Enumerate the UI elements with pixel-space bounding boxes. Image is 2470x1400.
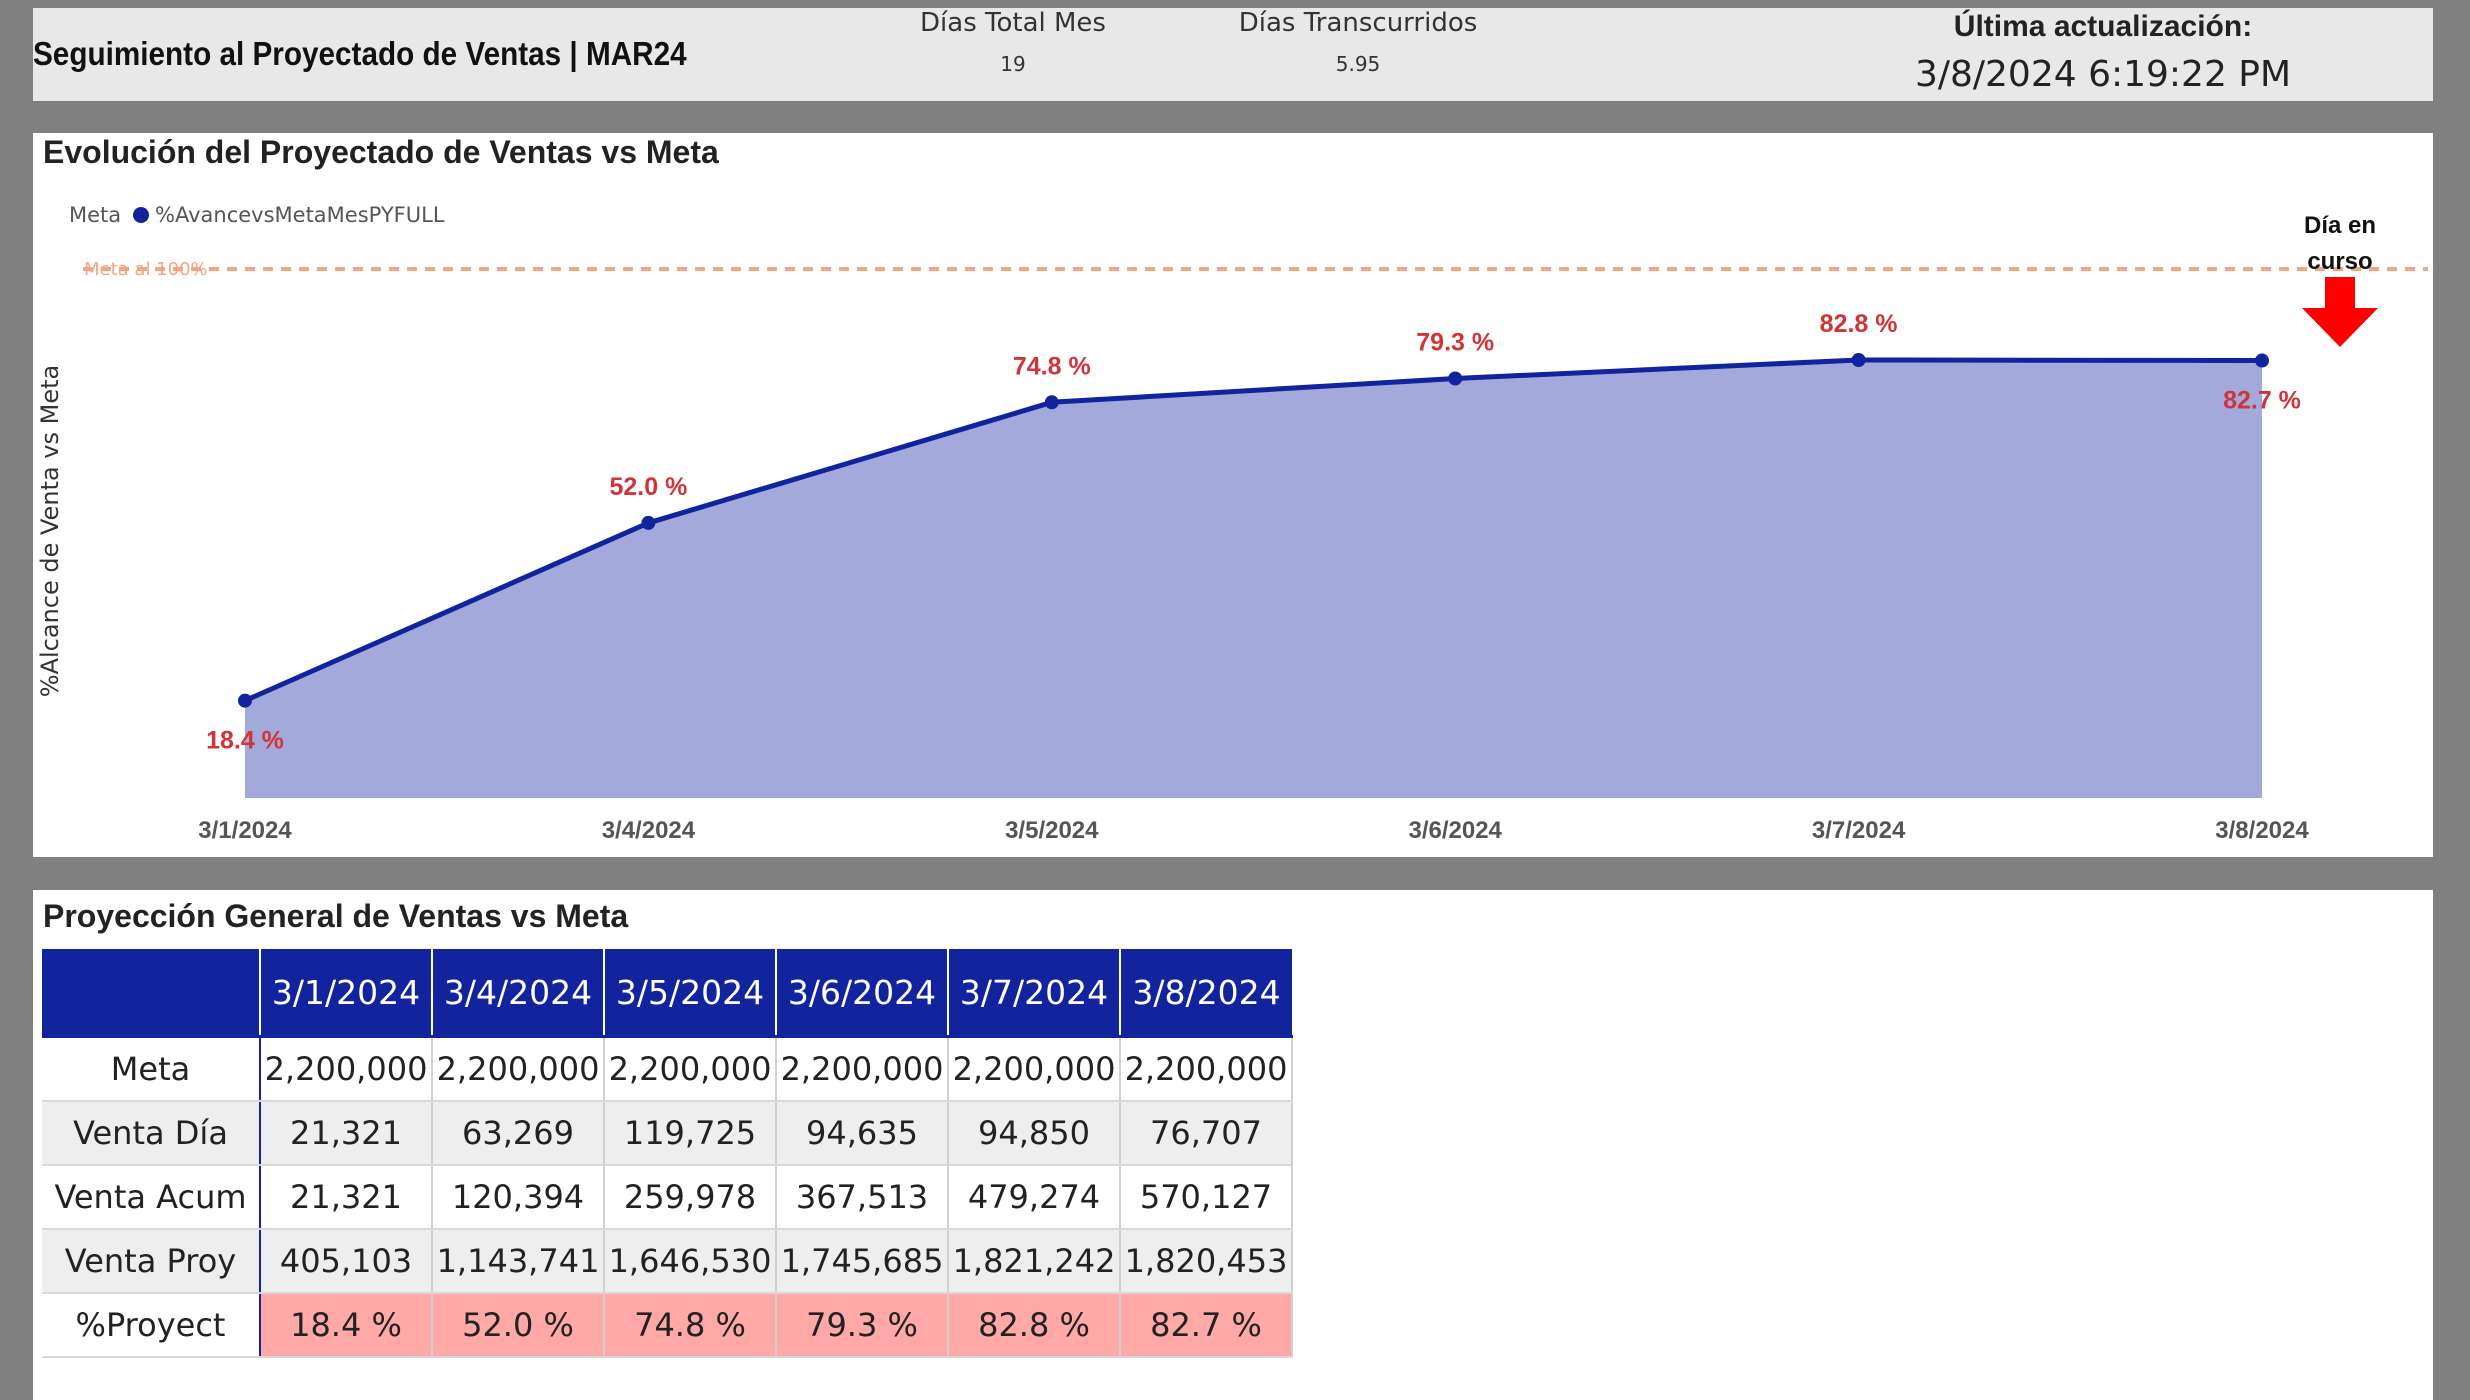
table-cell: 119,725 (604, 1101, 777, 1166)
series-line (243, 357, 2263, 703)
row-label: Venta Acum (42, 1165, 261, 1230)
data-point[interactable] (1851, 352, 1866, 367)
table-cell: 94,850 (948, 1101, 1121, 1166)
table-cell-percent: 79.3 % (776, 1293, 949, 1358)
last-update-label: Última actualización: (1953, 10, 2253, 43)
table-cell: 259,978 (604, 1165, 777, 1230)
column-header: 3/6/2024 (776, 949, 949, 1037)
legend-label-meta: Meta (69, 203, 121, 227)
table-cell-percent: 82.8 % (948, 1293, 1121, 1358)
kpi-dias-total-label: Días Total Mes (920, 8, 1106, 38)
area-chart: Evolución del Proyectado de Ventas vs Me… (36, 134, 2428, 844)
y-axis-label: %Alcance de Venta vs Meta (36, 365, 64, 697)
x-tick-label: 3/6/2024 (1408, 817, 1502, 844)
table-cell-percent: 74.8 % (604, 1293, 777, 1358)
table-cell: 1,745,685 (776, 1229, 949, 1294)
table-row: Venta Acum 21,321 120,394 259,978 367,51… (42, 1165, 1293, 1230)
data-point[interactable] (641, 515, 656, 530)
legend-marker-avance (133, 207, 149, 223)
projection-table: 3/1/2024 3/4/2024 3/5/2024 3/6/2024 3/7/… (42, 949, 1293, 1358)
row-label: Meta (42, 1035, 261, 1102)
data-point[interactable] (238, 693, 252, 708)
table-cell: 2,200,000 (432, 1035, 605, 1102)
series-area-fill (245, 359, 2262, 798)
chart-panel: Evolución del Proyectado de Ventas vs Me… (33, 133, 2433, 857)
table-cell: 1,820,453 (1120, 1229, 1293, 1294)
table-title: Proyección General de Ventas vs Meta (43, 898, 629, 934)
x-tick-label: 3/7/2024 (1812, 817, 1906, 844)
data-label: 52.0 % (609, 473, 687, 501)
table-cell-percent: 82.7 % (1120, 1293, 1293, 1358)
table-cell: 570,127 (1120, 1165, 1293, 1230)
down-arrow-icon (2302, 277, 2378, 347)
table-cell: 1,646,530 (604, 1229, 777, 1294)
data-label: 82.8 % (1820, 310, 1898, 338)
table-row: Meta 2,200,000 2,200,000 2,200,000 2,200… (42, 1035, 1293, 1102)
data-label: 79.3 % (1416, 329, 1494, 357)
current-day-annotation: Día en curso (2302, 212, 2378, 347)
table-cell: 479,274 (948, 1165, 1121, 1230)
table-cell: 76,707 (1120, 1101, 1293, 1166)
table-cell: 2,200,000 (604, 1035, 777, 1102)
table-row: %Proyect 18.4 % 52.0 % 74.8 % 79.3 % 82.… (42, 1293, 1293, 1358)
table-cell: 2,200,000 (260, 1035, 433, 1102)
column-header: 3/8/2024 (1120, 949, 1292, 1037)
header-corner (42, 949, 261, 1037)
table-cell: 2,200,000 (1120, 1035, 1293, 1102)
kpi-dias-transcurridos-value: 5.95 (1335, 52, 1381, 76)
data-label: 74.8 % (1013, 352, 1091, 380)
table-cell: 1,821,242 (948, 1229, 1121, 1294)
table-cell: 1,143,741 (432, 1229, 605, 1294)
table-header-row: 3/1/2024 3/4/2024 3/5/2024 3/6/2024 3/7/… (42, 949, 1292, 1037)
table-cell: 21,321 (260, 1165, 433, 1230)
row-label: Venta Día (42, 1101, 261, 1166)
last-update-value: 3/8/2024 6:19:22 PM (1914, 54, 2292, 95)
last-update: Última actualización: 3/8/2024 6:19:22 P… (1853, 8, 2353, 95)
report-title: Seguimiento al Proyectado de Ventas | MA… (33, 35, 687, 72)
chart-legend: Meta %AvancevsMetaMesPYFULL (69, 203, 445, 227)
table-cell-percent: 52.0 % (432, 1293, 605, 1358)
data-points (238, 352, 2269, 708)
kpi-dias-total: Días Total Mes 19 (863, 8, 1163, 76)
data-point[interactable] (1448, 371, 1463, 386)
x-tick-label: 3/5/2024 (1005, 817, 1099, 844)
table-panel: Proyección General de Ventas vs Meta 3/1… (33, 890, 2433, 1400)
table-cell: 367,513 (776, 1165, 949, 1230)
column-header: 3/7/2024 (948, 949, 1121, 1037)
data-label: 18.4 % (206, 727, 284, 755)
data-point[interactable] (1044, 395, 1059, 410)
row-label: Venta Proy (42, 1229, 261, 1294)
x-axis-ticks: 3/1/2024 3/4/2024 3/5/2024 3/6/2024 3/7/2024… (198, 817, 2309, 844)
table-cell: 405,103 (260, 1229, 433, 1294)
x-tick-label: 3/8/2024 (2215, 817, 2309, 844)
column-header: 3/5/2024 (604, 949, 777, 1037)
kpi-dias-transcurridos-label: Días Transcurridos (1238, 8, 1478, 38)
table-row: Venta Proy 405,103 1,143,741 1,646,530 1… (42, 1229, 1293, 1294)
table-cell: 63,269 (432, 1101, 605, 1166)
x-tick-label: 3/4/2024 (602, 817, 696, 844)
column-header: 3/1/2024 (260, 949, 433, 1037)
annotation-line2: curso (2307, 248, 2372, 275)
header-bar: Seguimiento al Proyectado de Ventas | MA… (33, 8, 2433, 101)
table-cell: 21,321 (260, 1101, 433, 1166)
annotation-line1: Día en (2304, 212, 2376, 239)
meta-reference-label: Meta al 100% (84, 259, 208, 280)
data-label: 82.7 % (2223, 387, 2301, 415)
kpi-dias-total-value: 19 (1000, 52, 1026, 76)
table-cell: 120,394 (432, 1165, 605, 1230)
table-cell: 94,635 (776, 1101, 949, 1166)
chart-title: Evolución del Proyectado de Ventas vs Me… (43, 134, 719, 170)
kpi-dias-transcurridos: Días Transcurridos 5.95 (1208, 8, 1508, 76)
row-label: %Proyect (42, 1293, 261, 1358)
table-cell: 2,200,000 (948, 1035, 1121, 1102)
x-tick-label: 3/1/2024 (198, 817, 292, 844)
legend-label-avance: %AvancevsMetaMesPYFULL (155, 203, 445, 227)
data-point[interactable] (2255, 353, 2269, 368)
table-cell: 2,200,000 (776, 1035, 949, 1102)
table-row: Venta Día 21,321 63,269 119,725 94,635 9… (42, 1101, 1293, 1166)
data-labels: 18.4 % 52.0 % 74.8 % 79.3 % 82.8 % 82.7 % (206, 310, 2301, 755)
table-cell-percent: 18.4 % (260, 1293, 433, 1358)
column-header: 3/4/2024 (432, 949, 605, 1037)
